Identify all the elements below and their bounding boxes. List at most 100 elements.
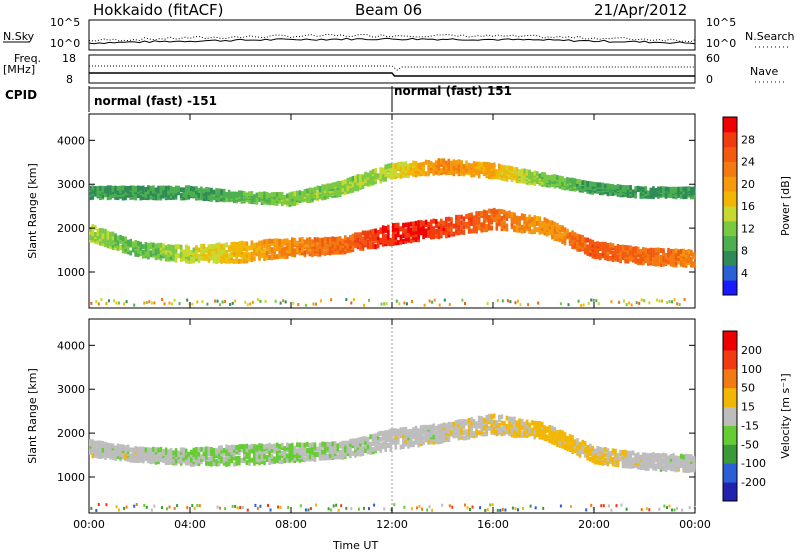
velocity-echo-cell (339, 441, 342, 447)
power-echo-cell (487, 168, 491, 174)
velocity-echo-cell (301, 442, 304, 448)
velocity-near-range-cell (479, 506, 482, 510)
velocity-echo-cell (684, 453, 688, 459)
power-echo-cell (470, 212, 473, 218)
freq-label-line2: [MHz] (3, 63, 36, 76)
velocity-echo-cell (508, 426, 511, 432)
power-echo-cell (139, 185, 143, 191)
velocity-echo-cell (657, 460, 660, 466)
velocity-echo-cell (323, 444, 327, 450)
power-echo-cell (465, 160, 468, 166)
velocity-echo-cell (268, 445, 271, 451)
power-echo-cell (250, 254, 254, 260)
power-echo-cell (397, 222, 400, 228)
velocity-echo-cell (432, 434, 435, 440)
power-echo-cell (495, 212, 499, 218)
velocity-near-range-cell (345, 506, 348, 510)
power-echo-cell (273, 192, 276, 197)
power-echo-cell (576, 178, 579, 184)
velocity-echo-cell (528, 426, 531, 432)
power-echo-cell (455, 214, 458, 220)
power-echo-cell (273, 247, 276, 253)
power-echo-cell (525, 216, 529, 222)
velocity-echo-cell (631, 450, 635, 456)
power-echo-cell (374, 228, 377, 234)
velocity-echo-cell (374, 433, 377, 439)
velocity-echo-cell (624, 458, 627, 464)
power-echo-cell (250, 194, 254, 200)
power-near-range-cell (597, 302, 600, 306)
power-echo-cell (278, 245, 281, 251)
power-echo-cell (144, 187, 148, 192)
power-near-range-cell (97, 302, 100, 306)
velocity-ytick-label: 2000 (57, 427, 85, 440)
velocity-echo-cell (520, 423, 524, 429)
velocity-echo-cell (541, 421, 544, 427)
power-echo-cell (298, 248, 302, 254)
power-echo-cell (659, 186, 663, 192)
velocity-echo-cell (369, 441, 372, 447)
velocity-echo-cell (510, 416, 514, 422)
power-near-range-cell (219, 303, 221, 307)
power-echo-cell (399, 234, 403, 240)
velocity-echo-cell (500, 414, 504, 420)
power-echo-cell (594, 241, 597, 247)
power-echo-cell (500, 218, 504, 224)
power-echo-cell (417, 220, 420, 226)
power-echo-cell (561, 181, 564, 187)
power-near-range-cell (206, 302, 209, 306)
power-echo-cell (280, 191, 284, 197)
power-near-range-cell (178, 302, 181, 306)
power-echo-cell (374, 233, 377, 239)
power-echo-cell (243, 246, 246, 252)
power-echo-cell (306, 188, 309, 194)
velocity-echo-cell (495, 428, 499, 434)
velocity-echo-cell (89, 439, 92, 445)
power-echo-cell (243, 252, 246, 257)
power-echo-cell (636, 185, 640, 191)
velocity-echo-cell (409, 432, 413, 438)
power-echo-cell (399, 226, 403, 232)
velocity-echo-cell (265, 448, 269, 454)
velocity-echo-cell (381, 434, 385, 440)
power-near-range-cell (630, 303, 633, 307)
velocity-echo-cell (493, 428, 496, 434)
power-echo-cell (407, 222, 410, 228)
power-echo-cell (561, 225, 564, 231)
power-echo-cell (659, 254, 663, 260)
velocity-echo-cell (440, 426, 443, 432)
power-echo-cell (379, 227, 382, 233)
power-echo-cell (571, 244, 574, 249)
velocity-echo-cell (543, 425, 547, 431)
power-echo-cell (318, 237, 322, 243)
power-echo-cell (437, 221, 441, 227)
velocity-near-range-cell (173, 506, 176, 510)
velocity-near-range-cell (441, 503, 444, 507)
velocity-echo-cell (392, 431, 395, 437)
power-echo-cell (674, 191, 678, 197)
power-echo-cell (485, 227, 488, 233)
velocity-echo-cell (551, 425, 554, 431)
power-echo-cell (331, 248, 334, 253)
power-near-range-cell (380, 302, 383, 306)
power-echo-cell (131, 185, 135, 191)
velocity-echo-cell (387, 443, 390, 448)
velocity-echo-cell (263, 444, 266, 450)
velocity-echo-cell (460, 422, 463, 428)
velocity-echo-cell (687, 465, 690, 471)
power-echo-cell (210, 249, 213, 255)
power-echo-cell (389, 241, 393, 247)
velocity-near-range-cell (570, 505, 572, 508)
power-echo-cell (389, 167, 393, 173)
velocity-near-range-cell (534, 506, 537, 510)
velocity-echo-cell (215, 448, 218, 454)
power-echo-cell (543, 223, 547, 229)
velocity-echo-cell (586, 447, 589, 453)
velocity-echo-cell (344, 447, 347, 453)
power-echo-cell (106, 191, 110, 197)
power-near-range-cell (113, 299, 115, 303)
power-echo-cell (263, 239, 266, 245)
power-echo-cell (243, 258, 246, 264)
velocity-echo-cell (626, 450, 630, 456)
velocity-echo-cell (200, 446, 203, 452)
